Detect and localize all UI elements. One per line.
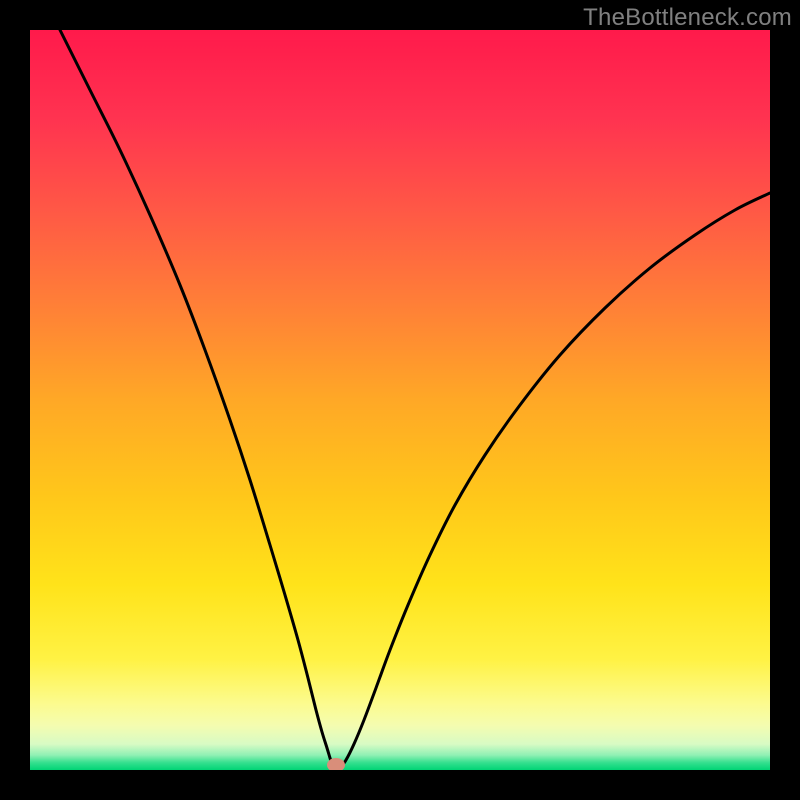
gradient-background (30, 30, 770, 770)
watermark-text: TheBottleneck.com (583, 4, 792, 32)
chart-canvas: TheBottleneck.com (0, 0, 800, 800)
chart-plot (30, 30, 770, 770)
